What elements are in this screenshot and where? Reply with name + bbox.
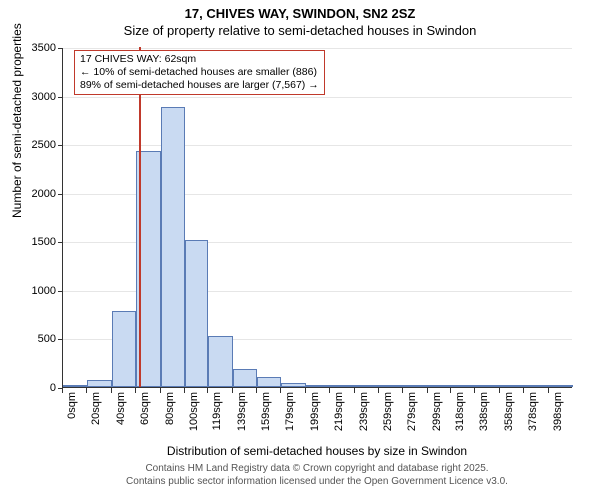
x-axis-label: Distribution of semi-detached houses by … bbox=[62, 444, 572, 458]
y-tick-label: 1000 bbox=[6, 285, 56, 297]
x-tick-mark bbox=[305, 388, 306, 393]
x-tick-label: 199sqm bbox=[309, 392, 321, 447]
y-tick-label: 3500 bbox=[6, 42, 56, 54]
x-tick-mark bbox=[427, 388, 428, 393]
annotation-box: 17 CHIVES WAY: 62sqm ← 10% of semi-detac… bbox=[74, 50, 325, 95]
x-tick-label: 239sqm bbox=[358, 392, 370, 447]
x-tick-label: 119sqm bbox=[211, 392, 223, 447]
x-tick-label: 299sqm bbox=[431, 392, 443, 447]
x-tick-mark bbox=[86, 388, 87, 393]
chart-container: 17, CHIVES WAY, SWINDON, SN2 2SZ Size of… bbox=[0, 0, 600, 500]
histogram-bar bbox=[379, 385, 403, 387]
x-tick-label: 318sqm bbox=[454, 392, 466, 447]
x-tick-mark bbox=[184, 388, 185, 393]
annotation-line-2: ← 10% of semi-detached houses are smalle… bbox=[80, 66, 319, 79]
x-tick-label: 40sqm bbox=[115, 392, 127, 447]
title-line-1: 17, CHIVES WAY, SWINDON, SN2 2SZ bbox=[0, 6, 600, 21]
histogram-bar bbox=[112, 311, 136, 387]
x-tick-mark bbox=[523, 388, 524, 393]
x-tick-label: 179sqm bbox=[284, 392, 296, 447]
x-tick-mark bbox=[378, 388, 379, 393]
histogram-bar bbox=[63, 385, 87, 387]
histogram-bar bbox=[233, 369, 257, 387]
x-tick-mark bbox=[450, 388, 451, 393]
histogram-bar bbox=[161, 107, 185, 387]
y-tick-label: 0 bbox=[6, 382, 56, 394]
histogram-bar bbox=[500, 385, 524, 387]
y-tick-mark bbox=[58, 339, 63, 340]
histogram-bar bbox=[87, 380, 111, 387]
x-tick-mark bbox=[62, 388, 63, 393]
histogram-bar bbox=[208, 336, 232, 387]
x-tick-label: 60sqm bbox=[139, 392, 151, 447]
histogram-bar bbox=[451, 385, 475, 387]
histogram-bar bbox=[281, 383, 305, 387]
x-tick-label: 279sqm bbox=[406, 392, 418, 447]
x-tick-mark bbox=[402, 388, 403, 393]
histogram-bar bbox=[185, 240, 208, 387]
histogram-bar bbox=[257, 377, 281, 387]
annotation-line-3: 89% of semi-detached houses are larger (… bbox=[80, 79, 319, 92]
histogram-bar bbox=[524, 385, 548, 387]
y-tick-mark bbox=[58, 194, 63, 195]
y-tick-label: 500 bbox=[6, 333, 56, 345]
footer-line-2: Contains public sector information licen… bbox=[62, 476, 572, 489]
x-tick-mark bbox=[474, 388, 475, 393]
x-tick-mark bbox=[280, 388, 281, 393]
x-tick-mark bbox=[232, 388, 233, 393]
x-tick-mark bbox=[160, 388, 161, 393]
x-tick-label: 219sqm bbox=[333, 392, 345, 447]
histogram-bar bbox=[403, 385, 427, 387]
title-line-2: Size of property relative to semi-detach… bbox=[0, 23, 600, 38]
x-tick-label: 259sqm bbox=[382, 392, 394, 447]
y-tick-mark bbox=[58, 97, 63, 98]
y-tick-mark bbox=[58, 145, 63, 146]
footer-line-1: Contains HM Land Registry data © Crown c… bbox=[62, 463, 572, 476]
y-tick-label: 3000 bbox=[6, 91, 56, 103]
y-tick-label: 2500 bbox=[6, 139, 56, 151]
x-tick-mark bbox=[548, 388, 549, 393]
x-tick-label: 159sqm bbox=[260, 392, 272, 447]
histogram-bar bbox=[475, 385, 499, 387]
y-tick-label: 1500 bbox=[6, 236, 56, 248]
x-tick-mark bbox=[354, 388, 355, 393]
x-tick-label: 398sqm bbox=[552, 392, 564, 447]
reference-line bbox=[139, 47, 141, 387]
y-tick-mark bbox=[58, 291, 63, 292]
y-tick-mark bbox=[58, 48, 63, 49]
x-tick-mark bbox=[256, 388, 257, 393]
x-tick-mark bbox=[207, 388, 208, 393]
x-tick-label: 358sqm bbox=[503, 392, 515, 447]
annotation-line-1: 17 CHIVES WAY: 62sqm bbox=[80, 53, 319, 66]
histogram-bar bbox=[428, 385, 451, 387]
x-tick-label: 20sqm bbox=[90, 392, 102, 447]
plot-area bbox=[62, 48, 572, 388]
x-tick-mark bbox=[111, 388, 112, 393]
y-tick-mark bbox=[58, 242, 63, 243]
x-tick-label: 139sqm bbox=[236, 392, 248, 447]
histogram-bar bbox=[549, 385, 573, 387]
x-tick-label: 80sqm bbox=[164, 392, 176, 447]
histogram-bar bbox=[306, 385, 330, 387]
y-tick-label: 2000 bbox=[6, 188, 56, 200]
x-tick-label: 0sqm bbox=[66, 392, 78, 447]
x-tick-mark bbox=[499, 388, 500, 393]
x-tick-label: 378sqm bbox=[527, 392, 539, 447]
x-tick-label: 100sqm bbox=[188, 392, 200, 447]
footer-attribution: Contains HM Land Registry data © Crown c… bbox=[62, 463, 572, 488]
x-tick-mark bbox=[135, 388, 136, 393]
histogram-bar bbox=[330, 385, 354, 387]
x-tick-label: 338sqm bbox=[478, 392, 490, 447]
x-tick-mark bbox=[329, 388, 330, 393]
histogram-bar bbox=[355, 385, 379, 387]
